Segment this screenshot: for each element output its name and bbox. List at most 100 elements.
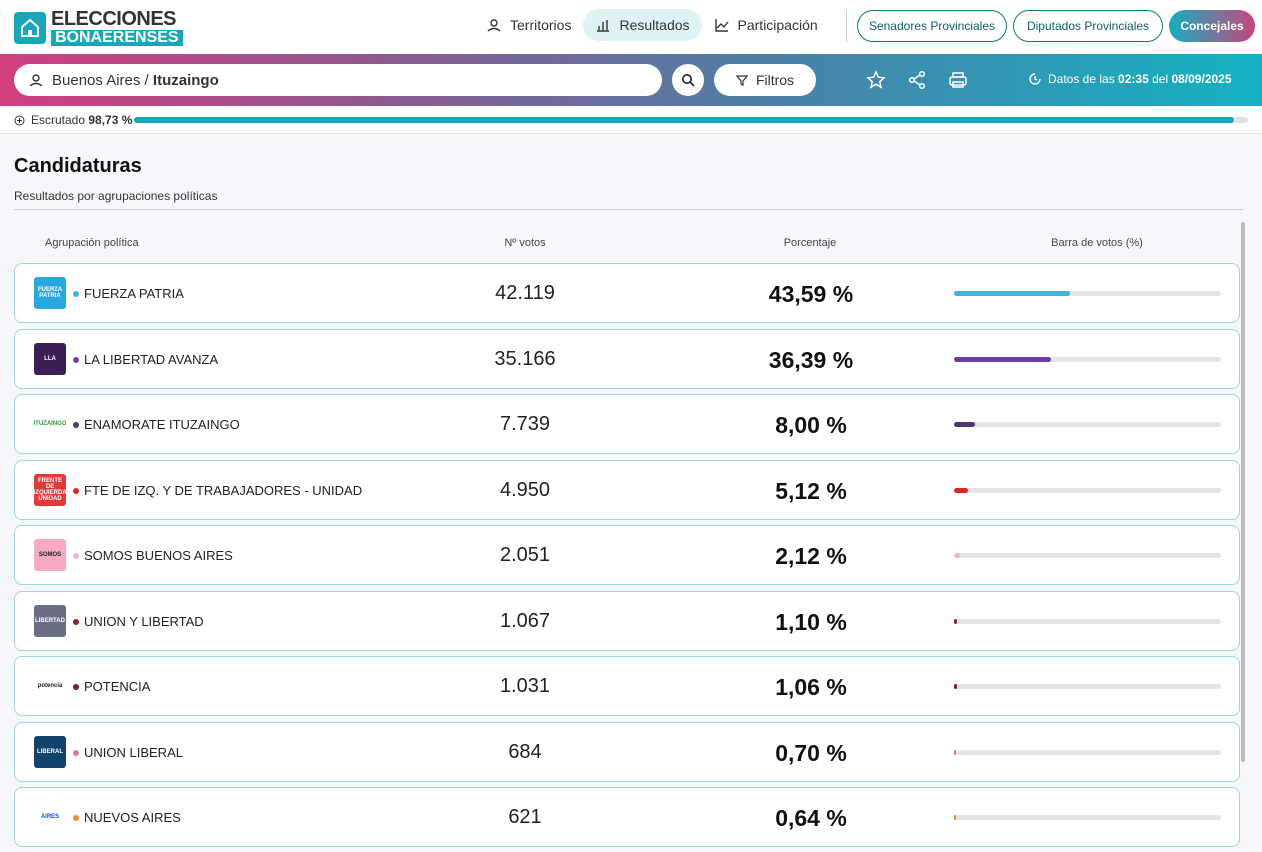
- vote-bar-fill: [954, 422, 976, 427]
- result-row[interactable]: potencia POTENCIA 1.031 1,06 %: [14, 656, 1240, 716]
- party-votes: 42.119: [495, 282, 555, 304]
- category-senadores-button[interactable]: Senadores Provinciales: [857, 10, 1007, 42]
- star-icon[interactable]: [866, 70, 886, 90]
- page-subtitle: Resultados por agrupaciones políticas: [14, 189, 218, 203]
- party-name: UNION Y LIBERTAD: [84, 613, 204, 629]
- escrutado-bar: Escrutado 98,73 %: [0, 106, 1262, 134]
- filter-icon: [735, 75, 748, 86]
- last-updated: Datos de las 02:35 del 08/09/2025: [1028, 72, 1232, 86]
- clock-refresh-icon: [1029, 73, 1041, 85]
- result-row[interactable]: AIRES NUEVOS AIRES 621 0,64 %: [14, 787, 1240, 847]
- party-votes: 35.166: [494, 347, 556, 370]
- party-logo: FRENTE DE IZQUIERDA UNIDAD: [34, 473, 66, 506]
- nav-territorios-label: Territorios: [510, 17, 572, 33]
- result-row[interactable]: ITUZAINGO ENAMORATE ITUZAINGO 7.739 8,00 %: [14, 394, 1240, 454]
- line-chart-icon: [714, 19, 729, 32]
- plus-circle-icon: [14, 115, 25, 125]
- escrutado-text: Escrutado: [31, 113, 86, 127]
- vote-bar-fill: [954, 618, 957, 624]
- vote-bar-fill: [954, 553, 960, 558]
- column-header-votes: Nº votos: [504, 237, 546, 249]
- search-district: Ituzaingo: [152, 71, 219, 89]
- party-color-dot: [73, 749, 79, 756]
- map-pin-icon: [29, 74, 43, 87]
- home-icon: [14, 11, 46, 44]
- party-color-dot: [73, 618, 79, 625]
- party-votes: 4.950: [499, 478, 551, 501]
- result-row[interactable]: LIBERAL UNION LIBERAL 684 0,70 %: [14, 721, 1240, 782]
- party-votes: 1.067: [499, 609, 551, 632]
- nav-territorios[interactable]: Territorios: [474, 9, 583, 41]
- result-row[interactable]: LIBERTAD UNION Y LIBERTAD 1.067 1,10 %: [14, 590, 1240, 651]
- party-logo: LIBERAL: [34, 735, 66, 768]
- party-votes: 7.739: [499, 413, 551, 435]
- location-search[interactable]: Buenos Aires / Ituzaingo: [14, 64, 662, 96]
- party-color-dot: [73, 356, 79, 363]
- party-logo: ITUZAINGO: [34, 408, 66, 440]
- party-name: FTE DE IZQ. Y DE TRABAJADORES - UNIDAD: [84, 482, 363, 498]
- party-color-dot: [73, 487, 79, 494]
- party-name: SOMOS BUENOS AIRES: [84, 548, 233, 563]
- column-header-party: Agrupación política: [45, 237, 139, 249]
- updated-mid: del: [1152, 72, 1169, 86]
- party-color-dot: [73, 422, 79, 428]
- escrutado-progress: [134, 117, 1248, 123]
- escrutado-label: Escrutado 98,73 %: [14, 113, 132, 127]
- brand-line2: BONAERENSES: [51, 30, 183, 46]
- vote-bar: [954, 422, 1221, 427]
- category-diputados-button[interactable]: Diputados Provinciales: [1013, 10, 1163, 42]
- party-logo: SOMOS: [34, 539, 66, 571]
- brand-line1: ELECCIONES: [51, 8, 177, 30]
- column-header-bar: Barra de votos (%): [1051, 237, 1143, 249]
- party-name: POTENCIA: [84, 679, 151, 694]
- party-logo: LLA: [34, 342, 66, 375]
- search-toolbar: Buenos Aires / Ituzaingo Filtros Datos d…: [0, 54, 1262, 106]
- party-name: ENAMORATE ITUZAINGO: [84, 417, 240, 432]
- party-percentage: 43,59 %: [768, 281, 854, 307]
- vote-bar: [954, 815, 1221, 820]
- vote-bar-fill: [954, 684, 957, 689]
- column-header-pct: Porcentaje: [783, 237, 837, 249]
- party-percentage: 1,06 %: [775, 674, 847, 700]
- nav-resultados[interactable]: Resultados: [583, 9, 702, 41]
- nav-participacion-label: Participación: [737, 17, 818, 33]
- category-concejales-button[interactable]: Concejales: [1169, 10, 1255, 42]
- vote-bar: [954, 356, 1221, 362]
- result-row[interactable]: FRENTE DE IZQUIERDA UNIDAD FTE DE IZQ. Y …: [14, 459, 1240, 520]
- main-nav: Territorios Resultados Participación: [474, 9, 830, 41]
- map-pin-icon: [487, 19, 501, 32]
- party-name: UNION LIBERAL: [84, 744, 183, 760]
- vote-bar: [954, 553, 1221, 558]
- party-percentage: 2,12 %: [775, 543, 847, 569]
- party-color-dot: [73, 291, 79, 297]
- party-percentage: 0,64 %: [775, 805, 847, 831]
- brand-logo[interactable]: ELECCIONES BONAERENSES: [14, 9, 183, 46]
- page-title: Candidaturas: [14, 155, 142, 177]
- escrutado-value: 98,73 %: [88, 113, 133, 127]
- print-icon[interactable]: [948, 70, 968, 90]
- party-percentage: 5,12 %: [775, 477, 847, 504]
- escrutado-progress-fill: [134, 117, 1234, 123]
- party-color-dot: [73, 553, 79, 559]
- result-row[interactable]: LLA LA LIBERTAD AVANZA 35.166 36,39 %: [14, 328, 1240, 389]
- nav-resultados-label: Resultados: [619, 17, 690, 33]
- filter-button[interactable]: Filtros: [714, 64, 816, 96]
- result-row[interactable]: SOMOS SOMOS BUENOS AIRES 2.051 2,12 %: [14, 525, 1240, 585]
- filter-label: Filtros: [755, 72, 795, 88]
- updated-time: 02:35: [1118, 72, 1149, 86]
- nav-participacion[interactable]: Participación: [702, 9, 830, 41]
- share-icon[interactable]: [907, 70, 927, 90]
- vote-bar: [954, 487, 1221, 493]
- result-row[interactable]: FUERZA PATRIA FUERZA PATRIA 42.119 43,59 %: [14, 263, 1240, 323]
- party-percentage: 0,70 %: [775, 739, 847, 766]
- scrollbar[interactable]: [1241, 222, 1245, 762]
- party-votes: 621: [508, 806, 542, 828]
- top-header: ELECCIONES BONAERENSES Territorios Resul…: [0, 0, 1262, 54]
- search-button[interactable]: [672, 64, 704, 96]
- party-percentage: 1,10 %: [775, 608, 847, 635]
- vote-bar-fill: [954, 356, 1052, 362]
- updated-prefix: Datos de las: [1048, 72, 1115, 86]
- party-percentage: 36,39 %: [768, 346, 854, 373]
- vote-bar: [954, 291, 1221, 296]
- vote-bar-fill: [954, 487, 968, 493]
